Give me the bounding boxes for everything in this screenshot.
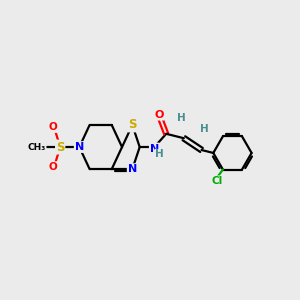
Text: N: N (150, 143, 159, 154)
Text: O: O (49, 122, 57, 132)
Text: O: O (154, 110, 164, 120)
Text: S: S (128, 118, 136, 131)
Text: N: N (75, 142, 84, 152)
Text: S: S (56, 141, 64, 154)
Text: Cl: Cl (212, 176, 223, 186)
Text: H: H (176, 112, 185, 123)
Text: N: N (128, 164, 137, 174)
Text: O: O (49, 162, 57, 172)
Text: CH₃: CH₃ (28, 142, 46, 152)
Text: H: H (200, 124, 209, 134)
Text: H: H (155, 149, 164, 159)
